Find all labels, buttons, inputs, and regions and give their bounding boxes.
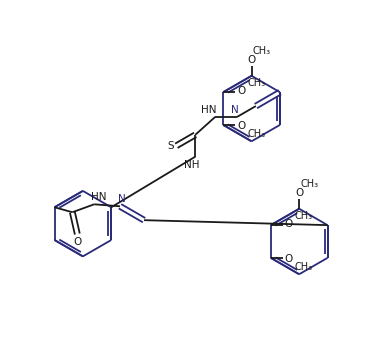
Text: N: N	[118, 194, 126, 204]
Text: N: N	[231, 105, 239, 115]
Text: NH: NH	[183, 160, 199, 170]
Text: CH₃: CH₃	[247, 129, 265, 139]
Text: O: O	[284, 219, 293, 229]
Text: O: O	[237, 121, 245, 131]
Text: CH₃: CH₃	[295, 262, 313, 272]
Text: O: O	[295, 188, 303, 198]
Text: HN: HN	[201, 105, 217, 115]
Text: O: O	[247, 55, 256, 65]
Text: CH₃: CH₃	[300, 179, 318, 189]
Text: CH₃: CH₃	[295, 211, 313, 221]
Text: O: O	[284, 254, 293, 264]
Text: HN: HN	[91, 192, 107, 202]
Text: S: S	[167, 141, 174, 151]
Text: O: O	[237, 86, 245, 96]
Text: CH₃: CH₃	[253, 46, 271, 56]
Text: CH₃: CH₃	[247, 78, 265, 88]
Text: O: O	[73, 237, 81, 247]
